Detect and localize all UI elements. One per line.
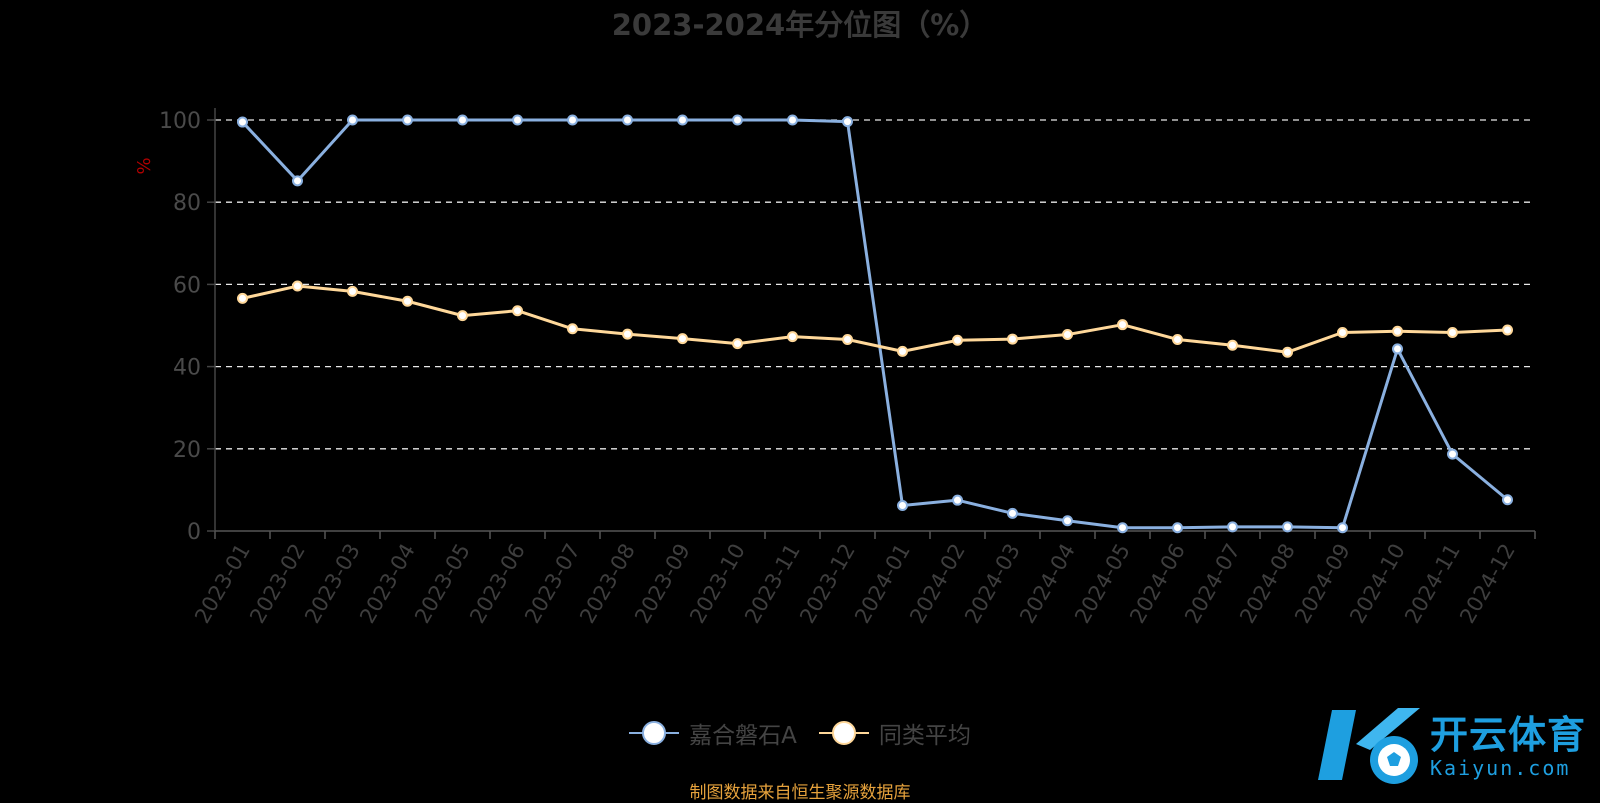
data-point-series-1[interactable]: [457, 114, 468, 126]
data-point-series-1[interactable]: [1007, 507, 1018, 519]
watermark-brand: 开云体育: [1430, 713, 1587, 757]
data-point-series-1[interactable]: [1117, 522, 1128, 534]
data-point-series-1[interactable]: [1392, 343, 1403, 355]
data-point-series-2[interactable]: [1172, 333, 1183, 345]
data-point-series-2[interactable]: [1502, 324, 1513, 336]
data-point-series-1[interactable]: [952, 494, 963, 506]
legend-label-series-2: 同类平均: [878, 723, 971, 749]
data-point-series-2[interactable]: [622, 328, 633, 340]
data-point-series-2[interactable]: [1337, 326, 1348, 338]
source-note: 制图数据来自恒生聚源数据库: [689, 783, 911, 803]
data-point-series-1[interactable]: [1282, 521, 1293, 533]
series-line-1: [241, 118, 1509, 530]
data-point-series-2[interactable]: [1117, 319, 1128, 331]
data-point-series-1[interactable]: [347, 114, 358, 126]
data-point-series-2[interactable]: [1392, 325, 1403, 337]
data-point-series-2[interactable]: [1227, 339, 1238, 351]
data-point-series-2[interactable]: [237, 292, 248, 304]
legend-item-series-1[interactable]: 嘉合磐石A: [629, 716, 797, 750]
y-tick-label: 40: [173, 356, 201, 381]
data-point-series-1[interactable]: [622, 114, 633, 126]
line-chart: 0204060801002023-012023-022023-032023-04…: [134, 108, 1536, 628]
legend-symbol-series-1: [629, 720, 680, 746]
data-point-series-2[interactable]: [402, 295, 413, 307]
y-tick-label: 80: [173, 191, 201, 216]
axes: 0204060801002023-012023-022023-032023-04…: [159, 108, 1536, 628]
data-point-series-1[interactable]: [787, 114, 798, 126]
legend-label-series-1: 嘉合磐石A: [689, 723, 797, 749]
watermark-url: Kaiyun.com: [1430, 756, 1571, 780]
legend-item-series-2[interactable]: 同类平均: [818, 716, 971, 750]
data-point-series-2[interactable]: [1007, 333, 1018, 345]
legend-symbol-series-2: [818, 720, 869, 746]
data-point-series-1[interactable]: [842, 116, 853, 128]
data-point-series-2[interactable]: [952, 334, 963, 346]
data-point-series-1[interactable]: [1227, 521, 1238, 533]
data-point-series-1[interactable]: [567, 114, 578, 126]
data-point-series-2[interactable]: [842, 333, 853, 345]
data-point-series-1[interactable]: [1447, 448, 1458, 460]
data-point-series-2[interactable]: [732, 338, 743, 350]
data-point-series-2[interactable]: [677, 333, 688, 345]
y-tick-label: 60: [173, 273, 201, 298]
data-point-series-2[interactable]: [347, 285, 358, 297]
legend: 嘉合磐石A 同类平均: [0, 716, 1600, 750]
data-point-series-1[interactable]: [677, 114, 688, 126]
kaiyun-logo-icon: [1318, 708, 1420, 784]
data-point-series-2[interactable]: [512, 305, 523, 317]
x-tick-label: 2024-12: [1455, 540, 1520, 628]
series-line-2: [242, 284, 1508, 354]
data-point-series-2[interactable]: [292, 280, 303, 292]
y-tick-label: 20: [173, 438, 201, 463]
grid-lines: [215, 119, 1535, 450]
data-point-series-1[interactable]: [292, 175, 303, 187]
data-point-series-1[interactable]: [897, 500, 908, 512]
data-point-series-2[interactable]: [787, 331, 798, 343]
y-tick-label: 100: [159, 109, 201, 134]
watermark-logo: 开云体育 Kaiyun.com: [1312, 700, 1600, 790]
data-point-series-1[interactable]: [1337, 522, 1348, 534]
data-point-series-1[interactable]: [512, 114, 523, 126]
series-lines: [237, 114, 1513, 534]
y-tick-label: 0: [187, 520, 201, 545]
data-point-series-1[interactable]: [1172, 522, 1183, 534]
data-point-series-1[interactable]: [237, 116, 248, 128]
data-point-series-2[interactable]: [1282, 346, 1293, 358]
data-point-series-2[interactable]: [457, 310, 468, 322]
chart-title: 2023-2024年分位图（%）: [611, 8, 989, 42]
data-point-series-2[interactable]: [1447, 326, 1458, 338]
data-point-series-1[interactable]: [732, 114, 743, 126]
data-point-series-2[interactable]: [897, 345, 908, 357]
data-point-series-1[interactable]: [1062, 515, 1073, 527]
data-point-series-2[interactable]: [567, 323, 578, 335]
data-point-series-2[interactable]: [1062, 329, 1073, 341]
data-point-series-1[interactable]: [1502, 494, 1513, 506]
y-axis-label: %: [134, 157, 155, 174]
data-point-series-1[interactable]: [402, 114, 413, 126]
